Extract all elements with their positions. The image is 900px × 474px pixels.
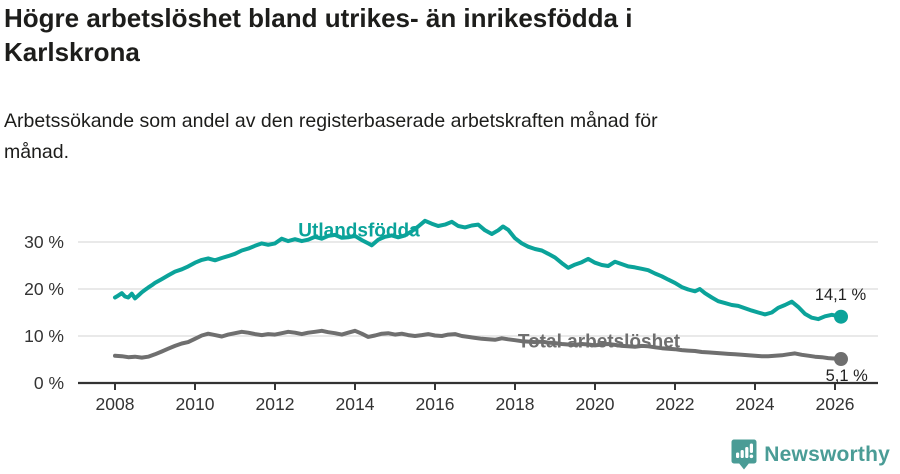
series-label: Utlandsfödda [298,221,420,242]
y-tick-label: 30 % [24,232,64,252]
series-line-total-arbetsl-shet [113,328,843,361]
title-line-1: Högre arbetslöshet bland utrikes- än inr… [4,3,633,33]
series-end-value-label: 14,1 % [815,286,867,304]
x-tick-label: 2026 [816,394,855,414]
x-tick-label: 2018 [496,394,535,414]
series-end-dot [834,352,848,367]
newsworthy-logo-icon [731,439,757,470]
footer: Newsworthy [731,439,890,470]
x-tick-label: 2022 [656,394,695,414]
x-tick-label: 2010 [176,394,215,414]
x-tick-label: 2008 [96,394,135,414]
subtitle-line-1: Arbetssökande som andel av den registerb… [4,110,658,132]
x-tick-label: 2020 [576,394,615,414]
subtitle-line-2: månad. [4,141,70,164]
page-title: Högre arbetslöshet bland utrikes- än inr… [4,2,884,70]
x-tick-label: 2016 [416,394,455,414]
title-line-2: Karlskrona [4,36,140,67]
x-tick-label: 2024 [736,394,775,414]
y-tick-label: 10 % [24,326,64,346]
series-end-dot [834,309,848,324]
x-tick-label: 2012 [256,394,295,414]
unemployment-line-chart: 0 % 10 % 20 % 30 % 2008 2010 2012 2014 2016 2018 2… [24,218,878,414]
chart-subtitle: Arbetssökande som andel av den registerb… [4,106,884,168]
series-line-utlandsf-dda [113,218,843,322]
y-tick-label: 20 % [24,279,64,299]
y-tick-label: 0 % [34,373,64,393]
x-tick-label: 2014 [336,394,375,414]
series-label: Total arbetslöshet [518,332,681,353]
brand-name: Newsworthy [764,442,890,466]
series-end-value-label: 5,1 % [826,367,869,385]
